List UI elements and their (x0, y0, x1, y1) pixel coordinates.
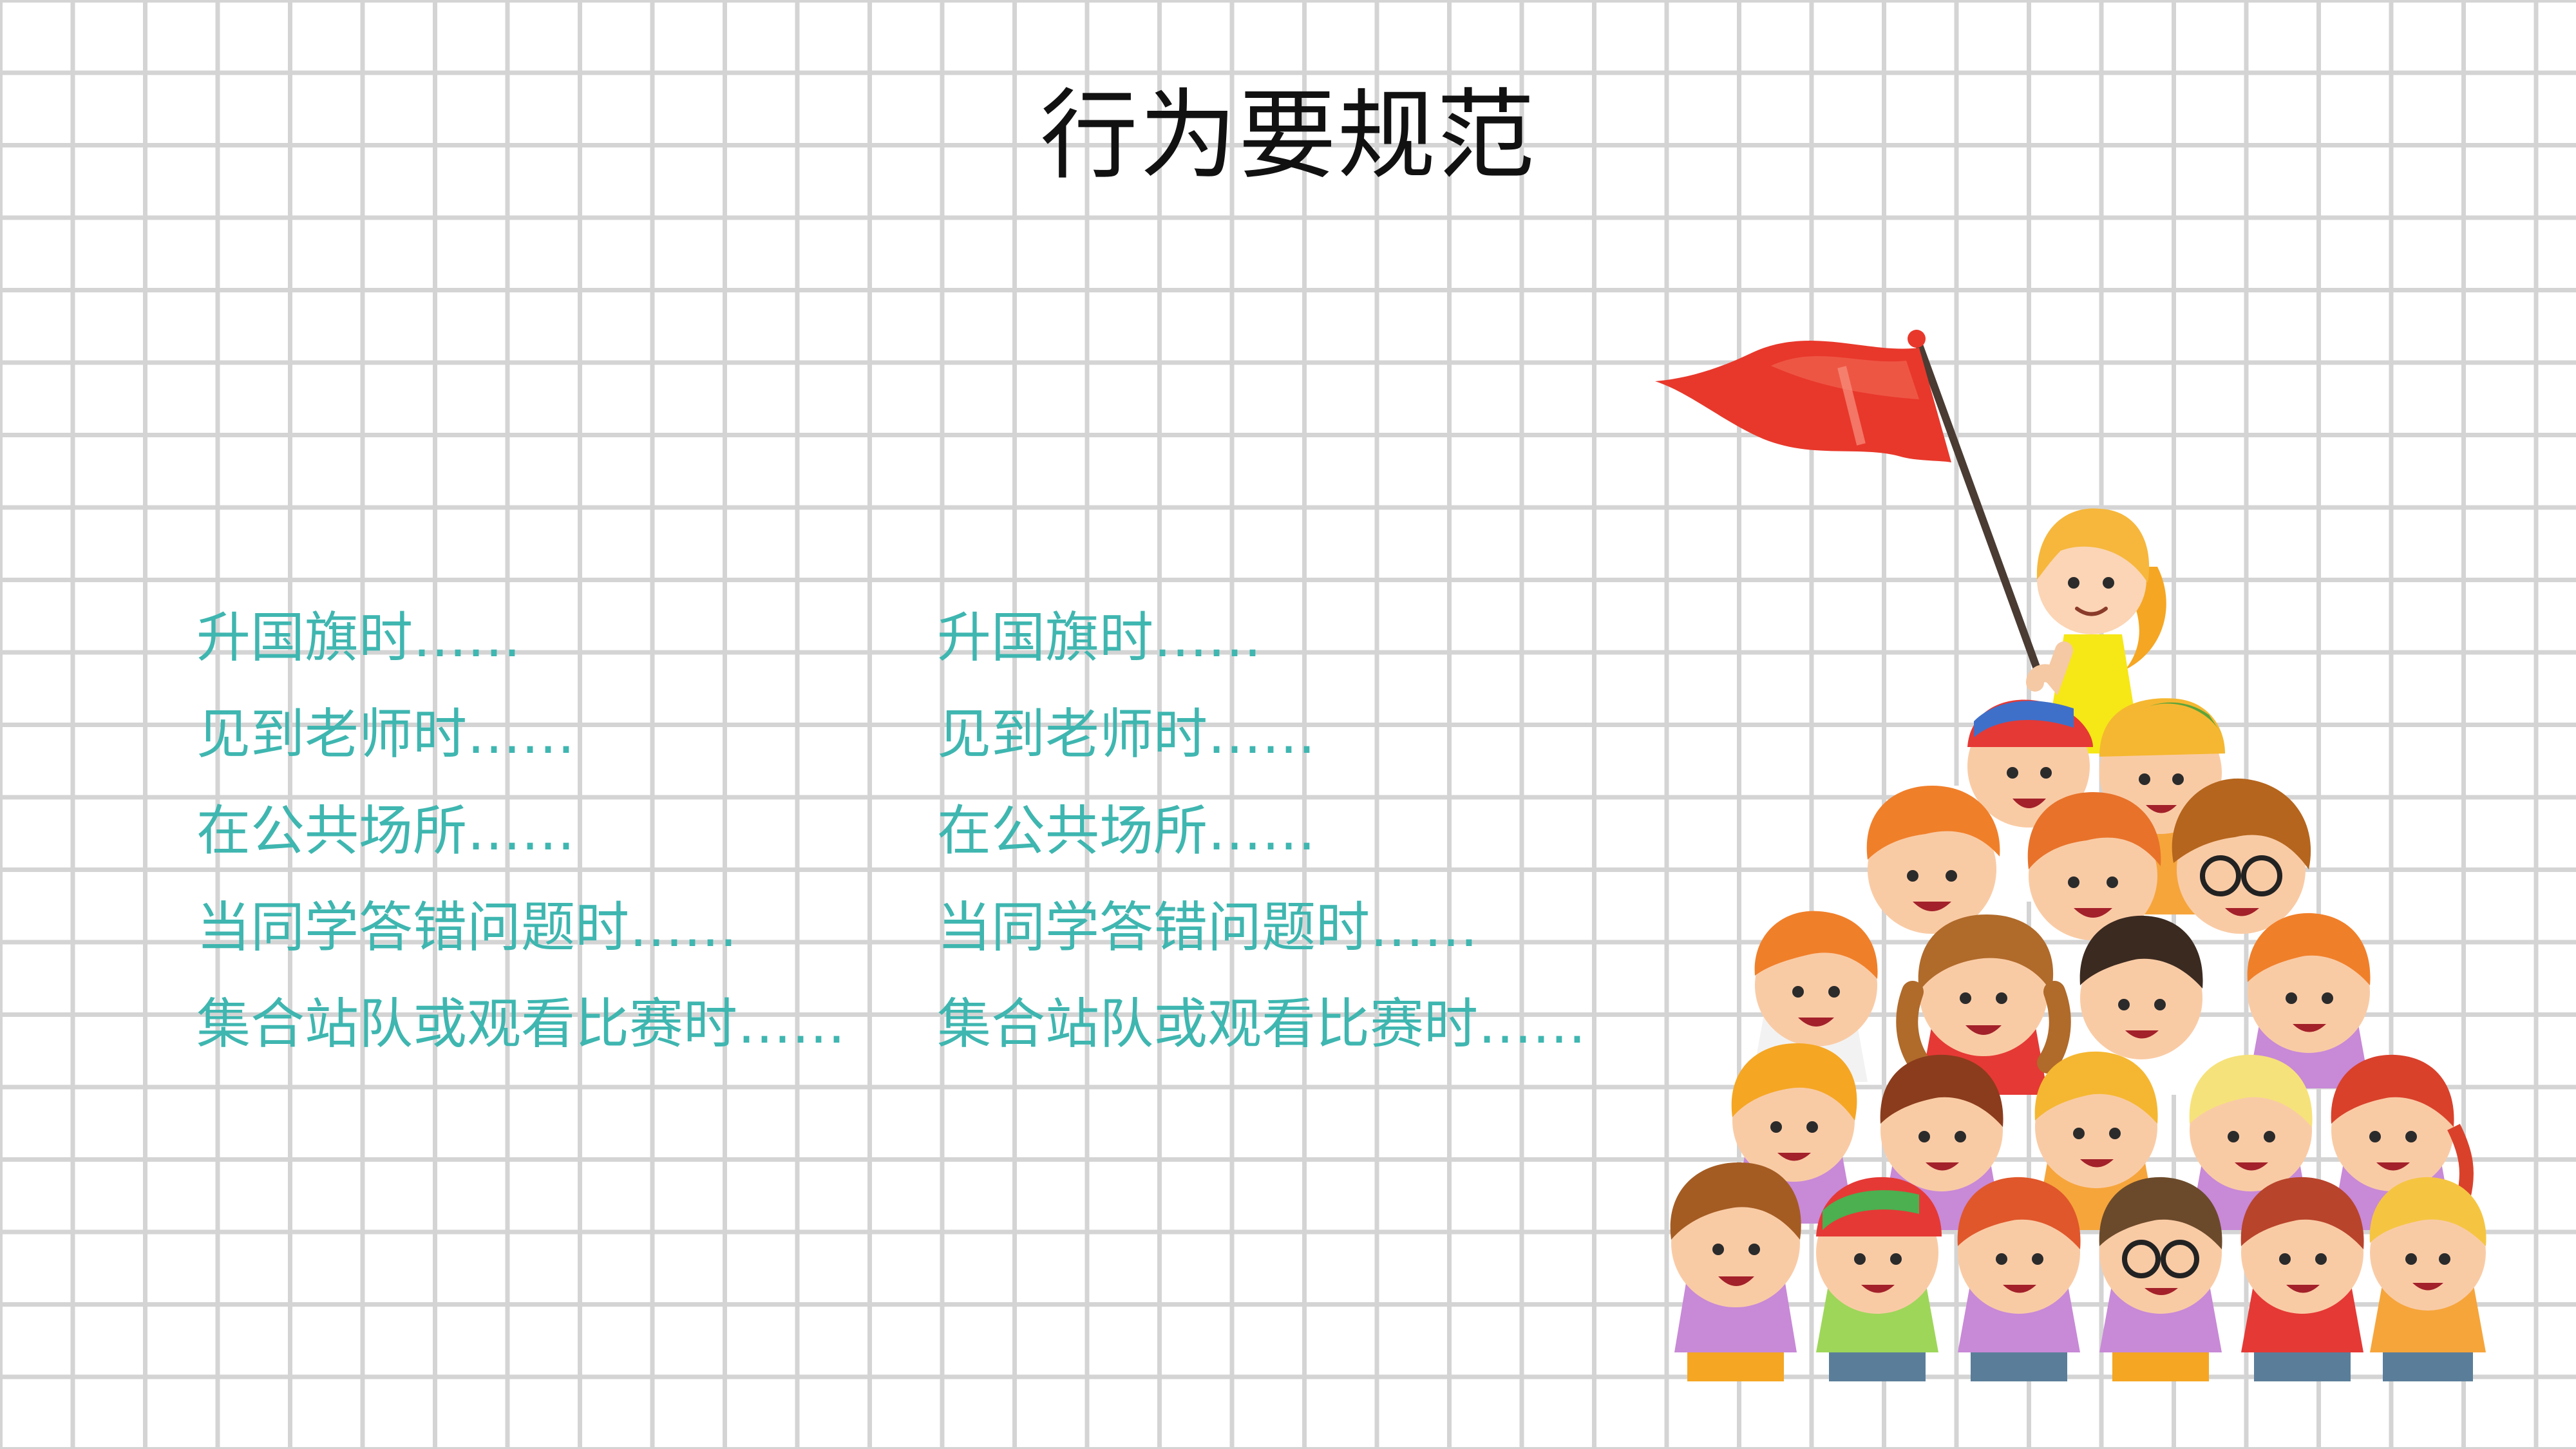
list-item: 当同学答错问题时…… (937, 896, 1479, 959)
list-item: 当同学答错问题时…… (196, 896, 738, 959)
kid (1816, 1177, 1942, 1381)
kid (2027, 792, 2161, 940)
flag-girl (2026, 508, 2166, 753)
list-item: 见到老师时…… (196, 703, 576, 766)
kid (2172, 778, 2311, 934)
flag-pole-top (1908, 330, 1926, 348)
list-column-left: 升国旗时…… 见到老师时…… 在公共场所…… 当同学答错问题时…… 集合站队或观… (196, 589, 846, 1072)
list-item: 在公共场所…… (937, 799, 1316, 862)
kids-pyramid-with-flag-illustration (1649, 322, 2499, 1391)
slide-title: 行为要规范 (1040, 79, 1536, 193)
kid (1866, 786, 2000, 934)
list-item: 升国旗时…… (937, 606, 1262, 669)
list-item: 升国旗时…… (196, 606, 522, 669)
kid (1670, 1162, 1801, 1381)
kid (2099, 1177, 2222, 1381)
list-item: 在公共场所…… (196, 799, 576, 862)
kid (2240, 1177, 2364, 1381)
kid (2247, 913, 2371, 1088)
kid (1896, 914, 2071, 1095)
kid (2369, 1177, 2486, 1381)
flag-pole (1914, 337, 2044, 681)
kid (1957, 1177, 2081, 1381)
list-column-right: 升国旗时…… 见到老师时…… 在公共场所…… 当同学答错问题时…… 集合站队或观… (937, 589, 1586, 1072)
list-item: 集合站队或观看比赛时…… (937, 992, 1587, 1056)
list-item: 见到老师时…… (937, 703, 1316, 766)
list-item: 集合站队或观看比赛时…… (196, 992, 846, 1056)
